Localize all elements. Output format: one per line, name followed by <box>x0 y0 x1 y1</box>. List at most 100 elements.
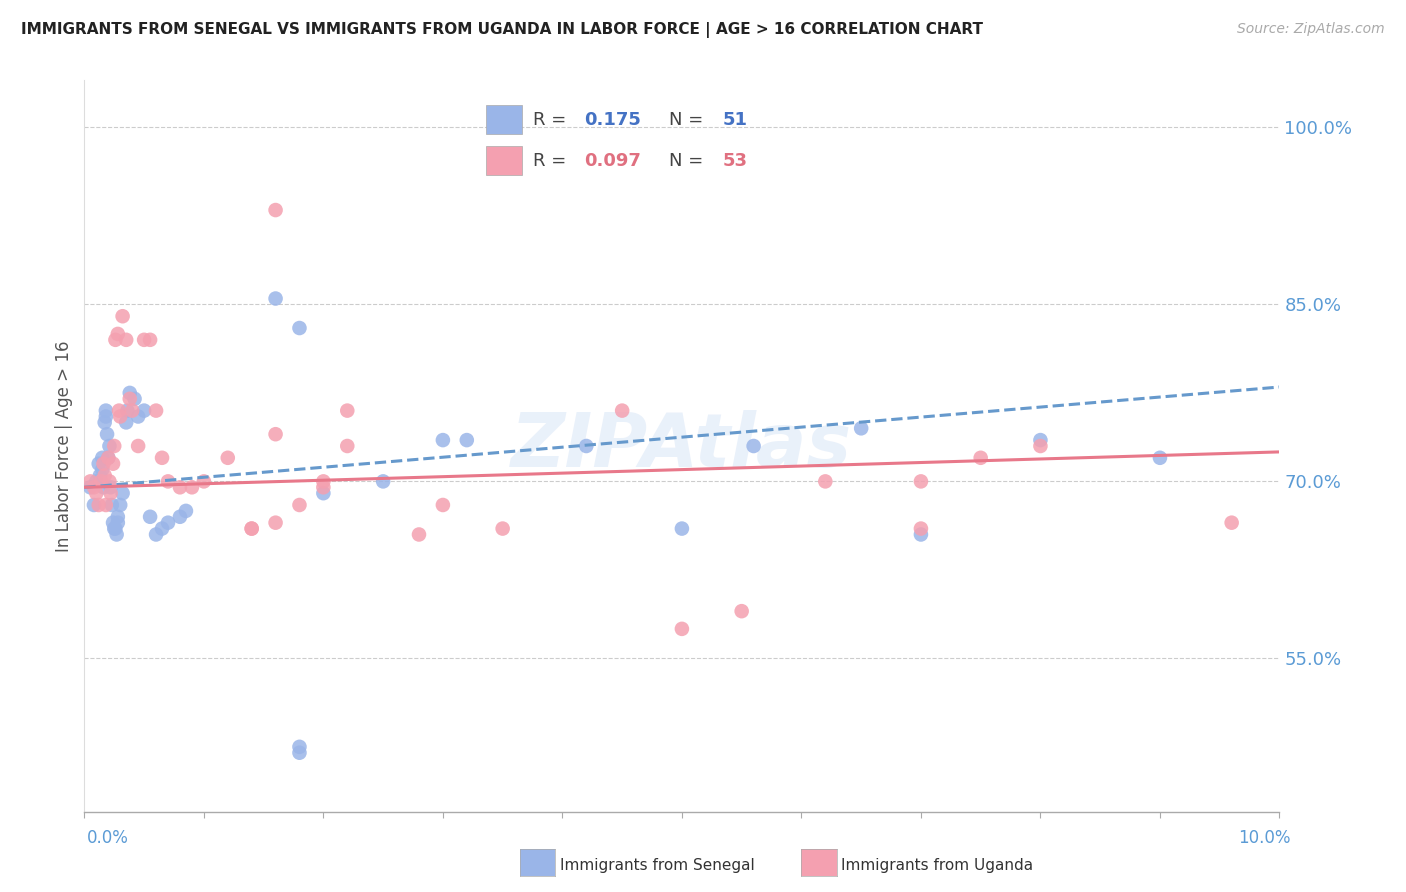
Point <box>100 486 122 500</box>
Point <box>312 475 335 489</box>
Point <box>336 439 359 453</box>
Point <box>240 522 263 536</box>
Point <box>432 498 454 512</box>
Point <box>101 516 124 530</box>
Point <box>107 516 129 530</box>
Point <box>101 457 124 471</box>
Point <box>145 403 167 417</box>
Point <box>115 416 138 430</box>
Point <box>132 403 156 417</box>
Point <box>312 480 335 494</box>
Point <box>127 409 149 424</box>
Point <box>98 439 121 453</box>
Point <box>111 486 134 500</box>
Point <box>87 498 110 512</box>
Point <box>94 498 117 512</box>
Point <box>107 509 129 524</box>
Point <box>83 498 105 512</box>
Point <box>1149 450 1171 465</box>
Point <box>240 522 263 536</box>
Point <box>101 498 124 512</box>
Point <box>575 439 598 453</box>
Point <box>288 739 311 754</box>
Point <box>150 522 173 536</box>
Point <box>1029 433 1052 447</box>
Point <box>86 486 108 500</box>
Point <box>174 504 197 518</box>
Point <box>456 433 478 447</box>
Point <box>100 480 122 494</box>
Point <box>115 333 138 347</box>
Point <box>288 498 311 512</box>
Point <box>96 427 118 442</box>
Point <box>731 604 754 618</box>
Point <box>103 439 125 453</box>
Point <box>118 385 141 400</box>
Point <box>264 516 287 530</box>
Point <box>104 522 127 536</box>
Point <box>117 403 139 417</box>
Point <box>107 326 129 341</box>
Point <box>127 439 149 453</box>
Point <box>104 333 127 347</box>
Point <box>90 475 112 489</box>
Point <box>86 475 108 489</box>
Point <box>98 475 121 489</box>
Point <box>193 475 215 489</box>
Text: ZIPAtlas: ZIPAtlas <box>512 409 852 483</box>
Text: Immigrants from Uganda: Immigrants from Uganda <box>841 858 1033 872</box>
Point <box>103 522 125 536</box>
Point <box>157 516 180 530</box>
Point <box>93 480 115 494</box>
Point <box>312 486 335 500</box>
Point <box>217 450 239 465</box>
Point <box>87 457 110 471</box>
Point <box>432 433 454 447</box>
Point <box>121 403 143 417</box>
Point <box>105 527 128 541</box>
Point <box>169 509 191 524</box>
Point <box>1029 439 1052 453</box>
Point <box>97 450 120 465</box>
Point <box>97 450 120 465</box>
Point <box>180 480 204 494</box>
Point <box>79 475 101 489</box>
Point <box>814 475 837 489</box>
Point <box>264 292 287 306</box>
Point <box>110 498 132 512</box>
Text: IMMIGRANTS FROM SENEGAL VS IMMIGRANTS FROM UGANDA IN LABOR FORCE | AGE > 16 CORR: IMMIGRANTS FROM SENEGAL VS IMMIGRANTS FR… <box>21 22 983 38</box>
Text: 0.0%: 0.0% <box>87 829 129 847</box>
Point <box>108 403 131 417</box>
Point <box>124 392 146 406</box>
Point <box>118 392 141 406</box>
Point <box>83 480 105 494</box>
Point <box>408 527 430 541</box>
Y-axis label: In Labor Force | Age > 16: In Labor Force | Age > 16 <box>55 340 73 552</box>
Point <box>89 468 111 483</box>
Point <box>336 403 359 417</box>
Point <box>93 457 115 471</box>
Point <box>492 522 515 536</box>
Point <box>288 321 311 335</box>
Text: Source: ZipAtlas.com: Source: ZipAtlas.com <box>1237 22 1385 37</box>
Point <box>264 202 287 217</box>
Point <box>139 509 162 524</box>
Point <box>91 462 114 476</box>
Point <box>671 522 693 536</box>
Point <box>132 333 156 347</box>
Point <box>91 450 114 465</box>
Point <box>849 421 872 435</box>
Point <box>139 333 162 347</box>
Point <box>1220 516 1243 530</box>
Point <box>742 439 765 453</box>
Point <box>110 409 132 424</box>
Point <box>371 475 394 489</box>
Point <box>111 310 134 324</box>
Point <box>145 527 167 541</box>
Point <box>169 480 191 494</box>
Text: 10.0%: 10.0% <box>1239 829 1291 847</box>
Point <box>264 427 287 442</box>
Point <box>970 450 993 465</box>
Point <box>79 480 101 494</box>
Point <box>910 522 932 536</box>
